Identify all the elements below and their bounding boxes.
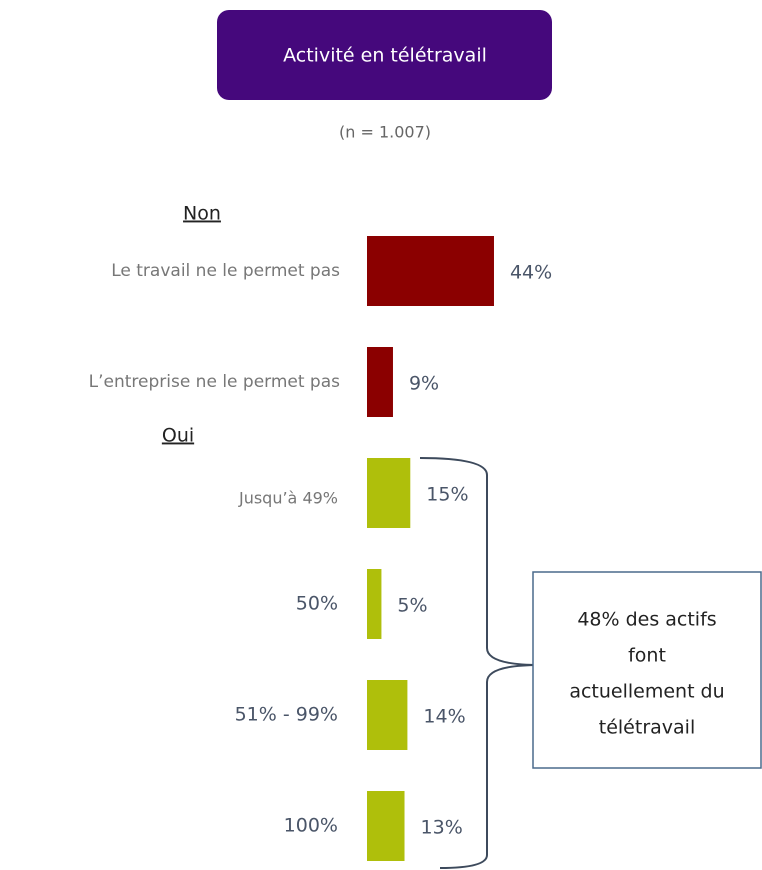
chart-title: Activité en télétravail	[283, 45, 487, 67]
annotation-box	[532, 571, 762, 769]
category-label: 50%	[296, 593, 338, 615]
category-label: Jusqu’à 49%	[238, 489, 338, 508]
annotation: font	[628, 645, 666, 667]
annotation: télétravail	[599, 717, 695, 739]
value-label: 13%	[421, 817, 463, 839]
value-label: 44%	[510, 262, 552, 284]
title-box	[217, 10, 552, 100]
subtitle: (n = 1.007)	[339, 123, 431, 142]
bar	[367, 791, 405, 861]
bar	[367, 347, 393, 417]
brace	[419, 457, 541, 869]
category-label: 51% - 99%	[235, 704, 338, 726]
category-label: L’entreprise ne le permet pas	[89, 372, 341, 392]
category-label: Le travail ne le permet pas	[111, 261, 340, 281]
bar	[367, 569, 382, 639]
bar	[367, 680, 408, 750]
annotation: 48% des actifs	[577, 609, 716, 631]
annotation: actuellement du	[569, 681, 724, 703]
bar	[367, 458, 411, 528]
group-label: Non	[183, 203, 221, 225]
value-label: 5%	[397, 595, 427, 617]
value-label: 15%	[426, 484, 468, 506]
bar	[367, 236, 494, 306]
value-label: 9%	[409, 373, 439, 395]
group-label: Oui	[162, 425, 194, 447]
category-label: 100%	[284, 815, 338, 837]
value-label: 14%	[423, 706, 465, 728]
